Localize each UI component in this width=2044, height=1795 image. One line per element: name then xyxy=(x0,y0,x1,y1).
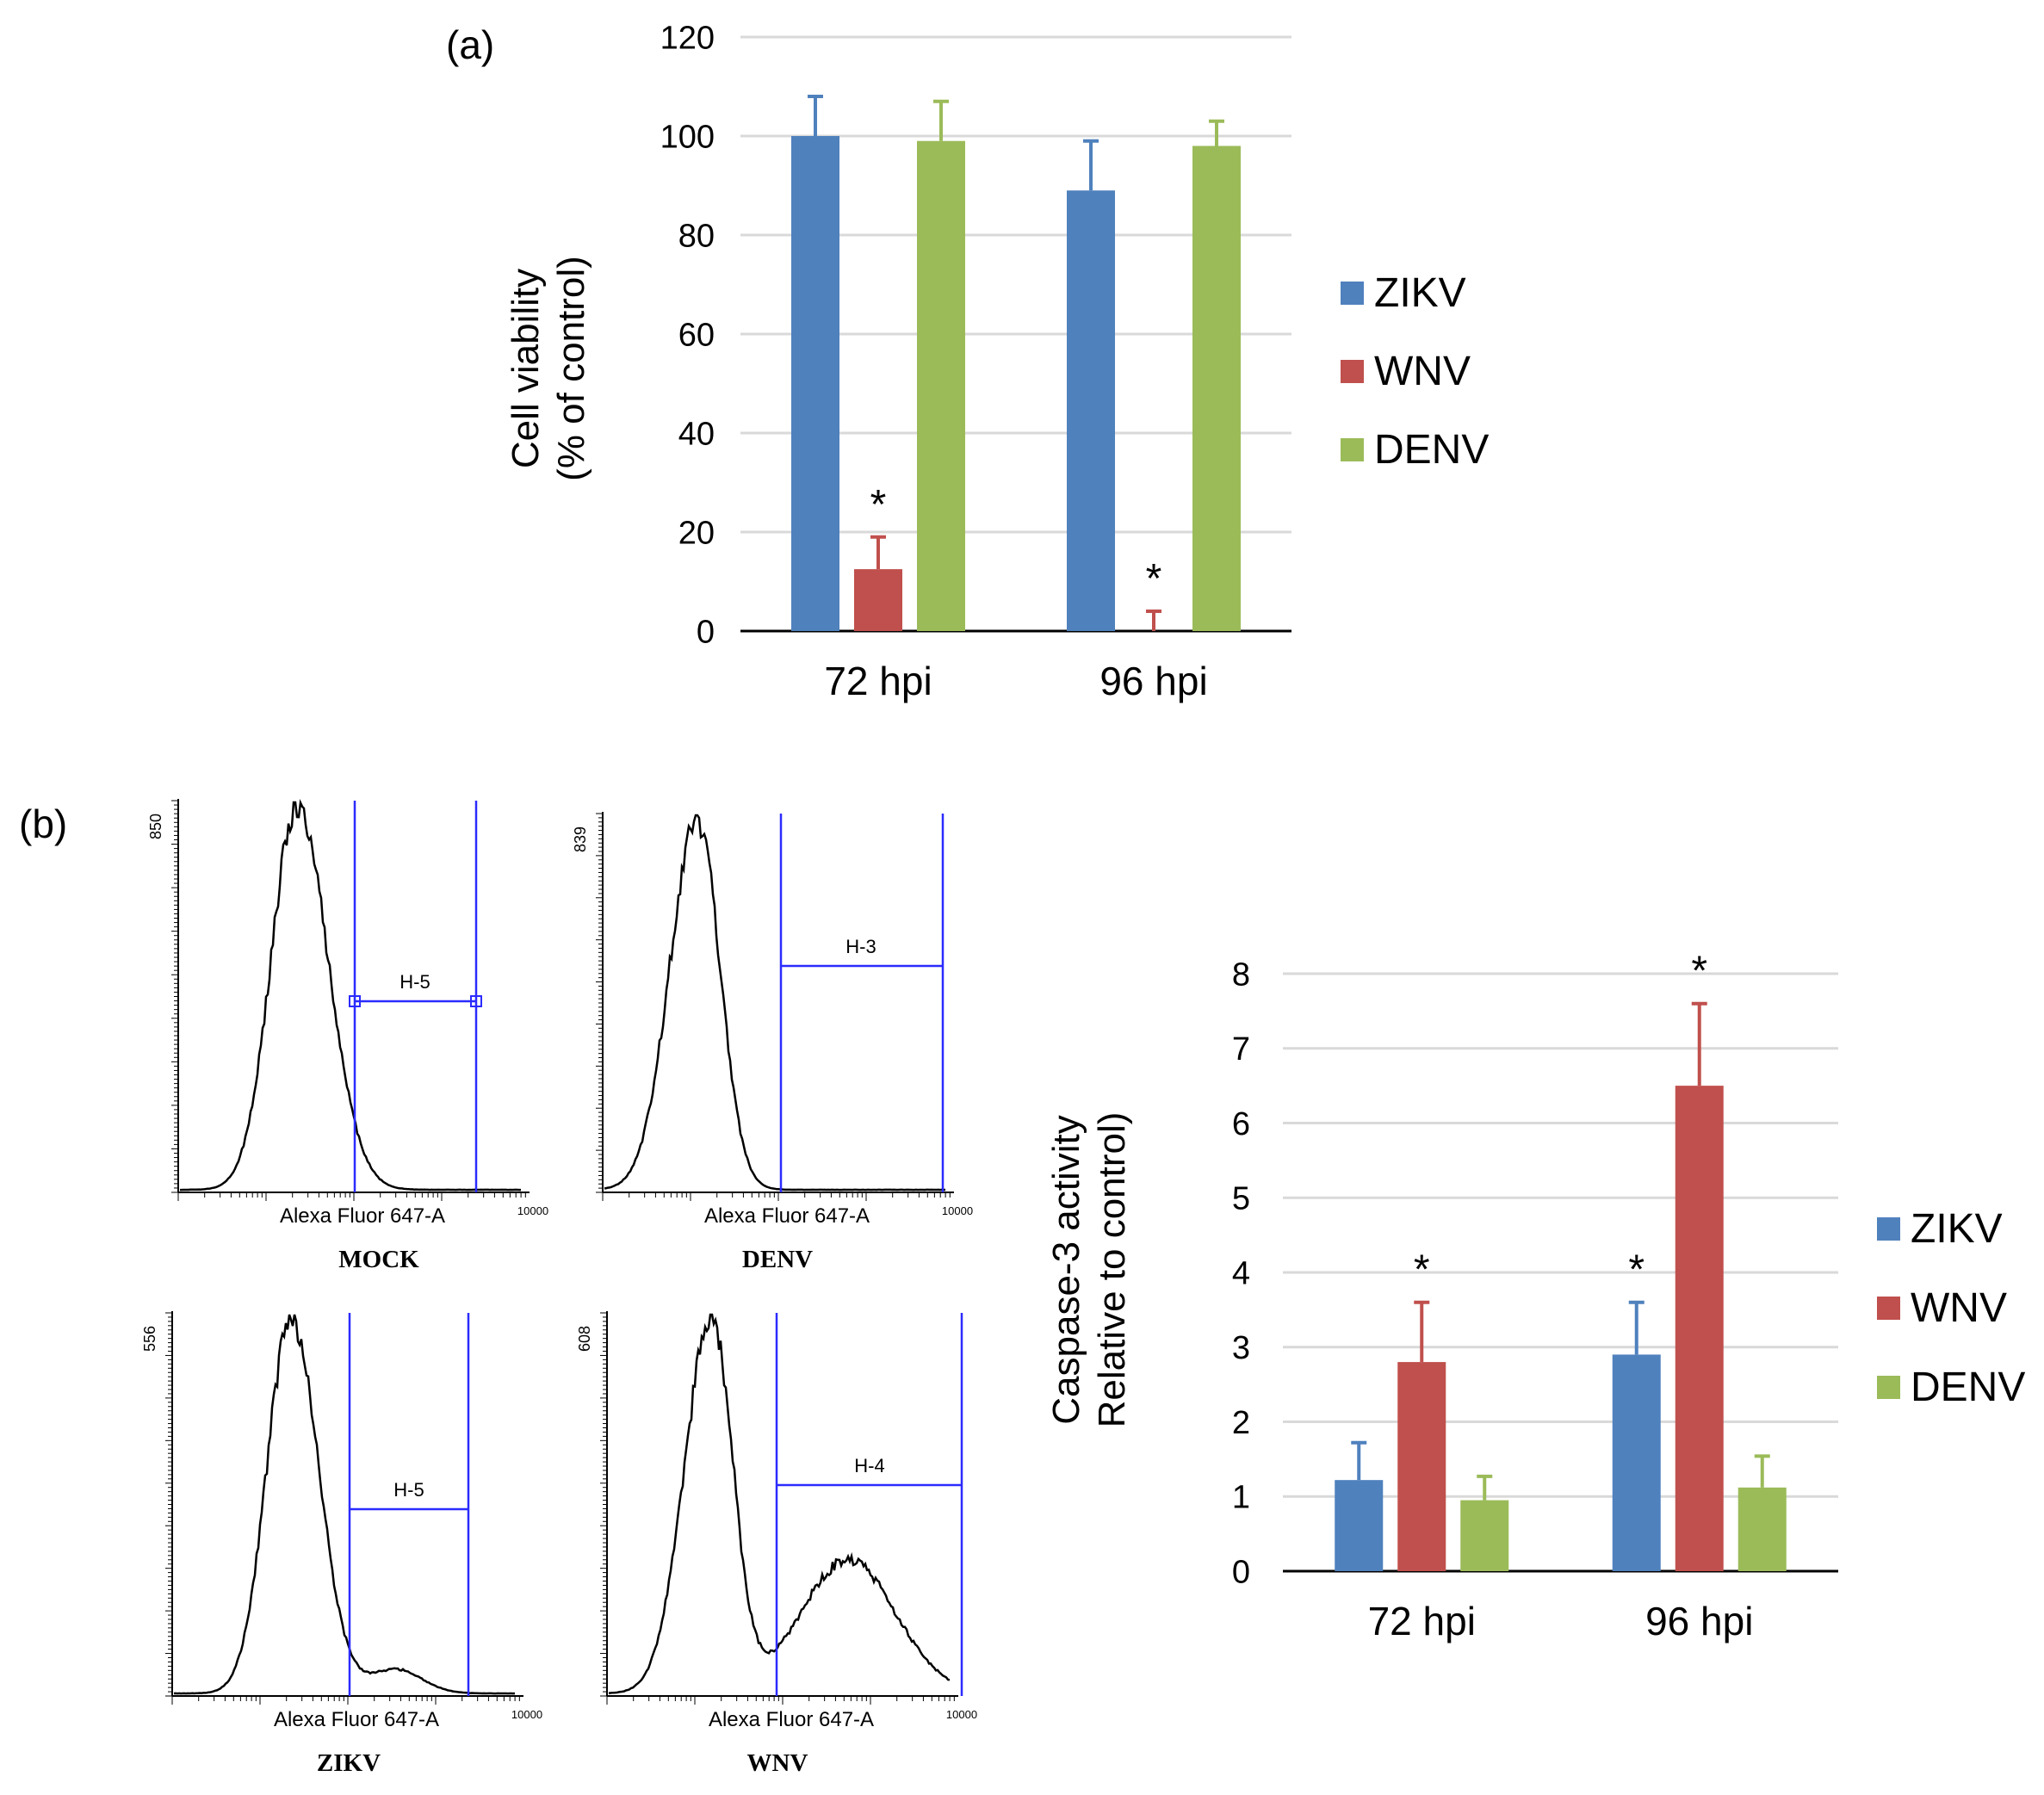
histogram-sample-name: MOCK xyxy=(338,1246,419,1273)
y-tick-label: 2 xyxy=(1232,1405,1250,1441)
y-axis-label-line2: (% of control) xyxy=(550,256,592,481)
y-tick-label: 6 xyxy=(1232,1106,1250,1142)
gate-label: H-5 xyxy=(400,971,430,993)
y-tick-label: 7 xyxy=(1232,1031,1250,1068)
caspase-chart: 0 1 2 3 4 5 6 7 8 Caspase-3 activityRelative to c… xyxy=(1045,949,2025,1643)
legend-swatch-zikv xyxy=(1341,282,1364,305)
y-tick-label: 60 xyxy=(678,317,715,353)
histogram-xmax-label: 10000 xyxy=(511,1708,542,1721)
histogram-trace xyxy=(604,814,945,1192)
gate-handle xyxy=(470,995,482,1007)
gate-label: H-3 xyxy=(845,936,876,957)
legend-label-zikv: ZIKV xyxy=(1911,1206,2003,1252)
legend-label-denv: DENV xyxy=(1911,1365,2025,1410)
histogram-x-label: Alexa Fluor 647-A xyxy=(280,1204,445,1228)
histogram-sample-name: DENV xyxy=(742,1246,813,1273)
y-tick-label: 3 xyxy=(1232,1330,1250,1366)
y-axis-label-line1: Caspase-3 activity xyxy=(1045,1115,1087,1424)
histogram-sample-name: ZIKV xyxy=(317,1749,381,1777)
y-tick-label: 80 xyxy=(678,218,715,254)
bar-wnv-0 xyxy=(1397,1362,1446,1571)
histogram-x-label: Alexa Fluor 647-A xyxy=(274,1708,439,1731)
y-axis-label-line1: Cell viability xyxy=(505,269,547,468)
histogram-trace xyxy=(608,1313,951,1694)
legend-swatch-wnv xyxy=(1341,360,1364,383)
y-tick-label: 1 xyxy=(1232,1480,1250,1516)
gate-label: H-5 xyxy=(393,1479,424,1501)
histogram-wnv: H-4 608 Alexa Fluor 647-A 10000 WNV xyxy=(576,1311,977,1777)
gate-label: H-4 xyxy=(854,1455,884,1476)
y-axis-label-line2: Relative to control) xyxy=(1091,1112,1133,1428)
y-axis-label: Caspase-3 activityRelative to control) xyxy=(1045,1112,1133,1428)
gate-handle xyxy=(349,995,361,1007)
histogram-x-label: Alexa Fluor 647-A xyxy=(709,1708,874,1731)
legend-label-wnv: WNV xyxy=(1911,1285,2007,1331)
x-tick-label: 96 hpi xyxy=(1099,659,1207,703)
legend-swatch-denv xyxy=(1341,438,1364,461)
histogram-mock: H-5 850 Alexa Fluor 647-A 10000 MOCK xyxy=(147,798,548,1273)
y-tick-label: 20 xyxy=(678,515,715,551)
histogram-xmax-label: 10000 xyxy=(942,1204,973,1217)
bar-denv-1 xyxy=(1192,145,1241,631)
histogram-trace xyxy=(180,798,521,1192)
bar-wnv-1 xyxy=(1675,1086,1724,1571)
significance-asterisk: * xyxy=(1414,1247,1430,1293)
y-tick-label: 0 xyxy=(1232,1554,1250,1590)
significance-asterisk: * xyxy=(1628,1247,1644,1293)
significance-asterisk: * xyxy=(1691,949,1707,994)
bar-zikv-1 xyxy=(1612,1354,1661,1571)
histogram-trace xyxy=(173,1314,516,1695)
bar-denv-1 xyxy=(1737,1487,1787,1571)
bar-denv-0 xyxy=(1460,1500,1509,1571)
x-tick-label: 96 hpi xyxy=(1645,1599,1753,1643)
legend-swatch-wnv xyxy=(1877,1297,1900,1320)
histogram-zikv: H-5 556 Alexa Fluor 647-A 10000 ZIKV xyxy=(141,1311,542,1777)
y-tick-label: 120 xyxy=(660,20,715,56)
x-tick-label: 72 hpi xyxy=(824,659,932,703)
bar-zikv-1 xyxy=(1067,190,1115,631)
y-axis-label: Cell viability(% of control) xyxy=(505,256,592,481)
histogram-x-label: Alexa Fluor 647-A xyxy=(704,1204,870,1228)
y-tick-label: 100 xyxy=(660,119,715,155)
y-tick-label: 8 xyxy=(1232,956,1250,993)
legend-label-zikv: ZIKV xyxy=(1374,270,1466,316)
histogram-ymax-label: 850 xyxy=(147,814,164,839)
histogram-ymax-label: 839 xyxy=(572,826,589,852)
histogram-xmax-label: 10000 xyxy=(517,1204,548,1217)
viability-chart: 0 20 40 60 80 100 120 Cell viability(% of contr… xyxy=(505,20,1489,703)
bar-wnv-0 xyxy=(854,569,902,631)
x-tick-label: 72 hpi xyxy=(1368,1599,1476,1643)
histogram-xmax-label: 10000 xyxy=(946,1708,977,1721)
flow-cytometry-histograms: H-5 850 Alexa Fluor 647-A 10000 MOCK H-3 839 Al… xyxy=(141,798,977,1777)
panel-label-a: (a) xyxy=(446,22,494,67)
panel-label-b: (b) xyxy=(19,802,67,846)
legend-label-denv: DENV xyxy=(1374,427,1489,473)
histogram-ymax-label: 608 xyxy=(576,1326,593,1352)
bar-zikv-0 xyxy=(1335,1480,1384,1571)
significance-asterisk: * xyxy=(1146,556,1162,602)
bar-zikv-0 xyxy=(791,136,839,631)
bar-denv-0 xyxy=(917,140,965,631)
legend-label-wnv: WNV xyxy=(1374,349,1471,394)
y-tick-label: 5 xyxy=(1232,1181,1250,1217)
y-tick-label: 40 xyxy=(678,416,715,452)
legend-swatch-denv xyxy=(1877,1376,1900,1399)
y-tick-label: 0 xyxy=(697,614,715,650)
histogram-denv: H-3 839 Alexa Fluor 647-A 10000 DENV xyxy=(572,812,973,1273)
significance-asterisk: * xyxy=(870,482,887,528)
y-tick-label: 4 xyxy=(1232,1255,1250,1291)
legend-swatch-zikv xyxy=(1877,1217,1900,1241)
histogram-sample-name: WNV xyxy=(747,1749,808,1777)
histogram-ymax-label: 556 xyxy=(141,1326,158,1352)
